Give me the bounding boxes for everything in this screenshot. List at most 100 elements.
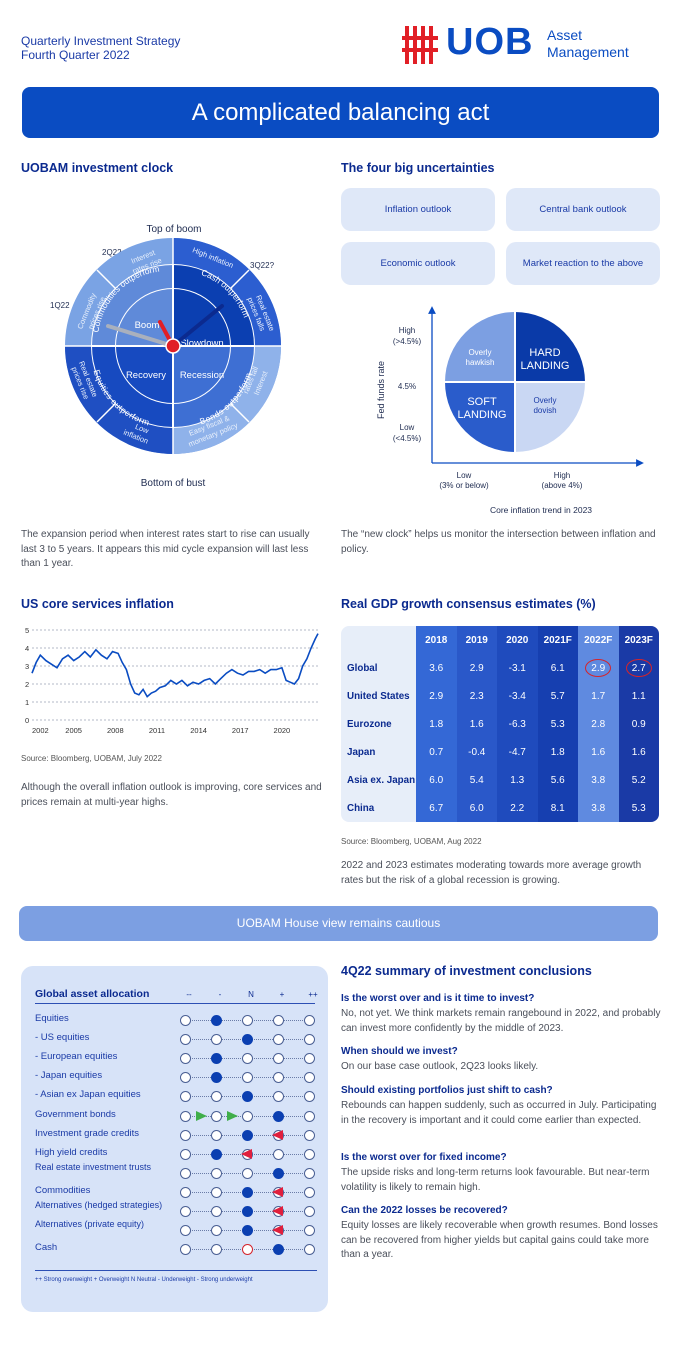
gdp-row-label: United States xyxy=(347,690,410,702)
uncertainty-economic: Economic outlook xyxy=(341,242,495,285)
allocation-dot xyxy=(304,1110,315,1122)
allocation-row-label: Investment grade credits xyxy=(35,1127,140,1139)
allocation-dot xyxy=(180,1110,191,1122)
summary-answer: The upside risks and long-term returns l… xyxy=(341,1167,650,1193)
allocation-row: Equities xyxy=(35,1012,317,1031)
allocation-legend: ++ Strong overweight + Overweight N Neut… xyxy=(35,1277,253,1283)
gdp-cell: 1.6 xyxy=(578,738,619,766)
allocation-dot xyxy=(180,1244,191,1256)
summary-question: When should we invest? xyxy=(341,1046,458,1057)
allocation-dot xyxy=(242,1053,253,1065)
allocation-selected-dot xyxy=(211,1072,222,1084)
allocation-dot xyxy=(180,1225,191,1237)
x-low-1: Low xyxy=(457,471,472,480)
gdp-cell: 1.6 xyxy=(618,738,659,766)
gdp-cell: 5.3 xyxy=(618,794,659,822)
house-view-banner: UOBAM House view remains cautious xyxy=(19,906,658,941)
inflation-title: US core services inflation xyxy=(21,597,174,611)
summary-answer: Rebounds can happen suddenly, such as oc… xyxy=(341,1100,657,1126)
y-tick-label: 3 xyxy=(25,662,29,671)
x-axis-title: Core inflation trend in 2023 xyxy=(490,505,592,515)
allocation-dot xyxy=(304,1244,315,1256)
quad-hawkish-1: Overly xyxy=(468,348,491,357)
allocation-title: Global asset allocation xyxy=(35,988,150,1000)
allocation-dot xyxy=(304,1015,315,1026)
y-tick-label: 4 xyxy=(25,644,29,653)
gdp-cell: -0.4 xyxy=(456,738,497,766)
gdp-col-header: 2023F xyxy=(618,626,659,654)
allocation-dot xyxy=(211,1167,222,1179)
allocation-selected-dot xyxy=(273,1244,284,1256)
allocation-selected-dot xyxy=(242,1129,253,1141)
gdp-cell-highlight: 2.9 xyxy=(585,659,612,677)
allocation-col: -- xyxy=(186,990,192,999)
logo-sub-asset: Asset xyxy=(547,27,583,43)
clock-slowdown: Slowdown xyxy=(180,338,223,349)
allocation-col: ++ xyxy=(308,990,318,999)
gdp-cell: 5.2 xyxy=(618,766,659,794)
gdp-title: Real GDP growth consensus estimates (%) xyxy=(341,597,596,611)
gdp-row: United States 2.9 2.3 -3.4 5.7 1.7 1.1 xyxy=(341,682,659,710)
gdp-cell: 2.9 xyxy=(456,654,497,682)
x-tick-label: 2002 xyxy=(32,726,49,735)
allocation-row-label: Alternatives (private equity) xyxy=(35,1219,145,1230)
policy-quadrant-diagram: Fed funds rate High (>4.5%) 4.5% Low (<4… xyxy=(376,306,644,515)
allocation-dot xyxy=(304,1034,315,1046)
gdp-cell: 5.4 xyxy=(456,766,497,794)
y-low-1: Low xyxy=(400,423,415,432)
inflation-series-line xyxy=(31,633,319,698)
report-series: Quarterly Investment Strategy xyxy=(21,34,181,48)
gdp-row-label: Asia ex. Japan xyxy=(347,774,416,786)
quad-soft-2: LANDING xyxy=(458,409,507,421)
allocation-selected-dot xyxy=(242,1091,253,1103)
x-high-2: (above 4%) xyxy=(542,481,583,490)
summary-question: Is the worst over for fixed income? xyxy=(341,1152,507,1163)
gdp-row: Global 3.6 2.9 -3.1 6.1 2.9 2.7 xyxy=(341,654,659,682)
allocation-row-label: Alternatives (hedged strategies) xyxy=(35,1200,163,1210)
clock-2q22-label: 2Q22 xyxy=(102,248,122,257)
allocation-dot xyxy=(304,1225,315,1237)
allocation-selected-dot xyxy=(242,1186,253,1198)
allocation-dot xyxy=(304,1167,315,1179)
allocation-dot xyxy=(180,1034,191,1046)
inflation-description: Although the overall inflation outlook i… xyxy=(21,782,322,808)
allocation-dot xyxy=(304,1053,315,1065)
allocation-selected-dot xyxy=(242,1225,253,1237)
clock-hand-navy xyxy=(171,304,224,348)
allocation-row-label: High yield credits xyxy=(35,1146,108,1158)
gdp-row-label: Japan xyxy=(347,746,376,758)
x-tick-label: 2008 xyxy=(107,726,124,735)
gdp-description: 2022 and 2023 estimates moderating towar… xyxy=(341,860,642,886)
x-tick-label: 2014 xyxy=(190,726,207,735)
gdp-cell: 6.0 xyxy=(456,794,497,822)
investment-clock: Top of boom 2Q22 3Q22? 1Q22 Boom Slowdow… xyxy=(50,224,281,489)
gdp-cell: 8.1 xyxy=(537,794,578,822)
allocation-selected-dot xyxy=(242,1034,253,1046)
clock-hand-grey xyxy=(106,324,175,348)
gdp-cell: 0.9 xyxy=(618,710,659,738)
allocation-col: + xyxy=(279,990,285,999)
downgrade-arrow-icon xyxy=(272,1186,283,1197)
allocation-dot xyxy=(180,1148,191,1160)
allocation-row: Alternatives (private equity) xyxy=(35,1219,317,1241)
gdp-cell: 2.3 xyxy=(456,682,497,710)
allocation-dot xyxy=(180,1053,191,1065)
clock-title: UOBAM investment clock xyxy=(21,161,174,175)
allocation-row-label: Cash xyxy=(35,1242,58,1254)
uncertainty-market-reaction: Market reaction to the above xyxy=(506,242,660,285)
y-high-2: (>4.5%) xyxy=(393,337,422,346)
allocation-selected-dot xyxy=(211,1053,222,1065)
gdp-cell: 5.3 xyxy=(537,710,578,738)
gdp-col-header: 2022F xyxy=(578,626,619,654)
uncertainties-title: The four big uncertainties xyxy=(341,161,495,175)
gdp-cell: 2.9 xyxy=(416,682,457,710)
clock-bottom-label: Bottom of bust xyxy=(141,478,206,489)
y-tick-label: 2 xyxy=(25,680,29,689)
quad-hawkish-2: hawkish xyxy=(466,358,495,367)
gdp-cell: 2.9 xyxy=(578,654,619,682)
allocation-row-label: - US equities xyxy=(35,1032,90,1044)
allocation-dot xyxy=(211,1206,222,1217)
allocation-dot xyxy=(180,1186,191,1198)
summary-question: Can the 2022 losses be recovered? xyxy=(341,1205,508,1216)
gdp-cell: -3.4 xyxy=(497,682,538,710)
